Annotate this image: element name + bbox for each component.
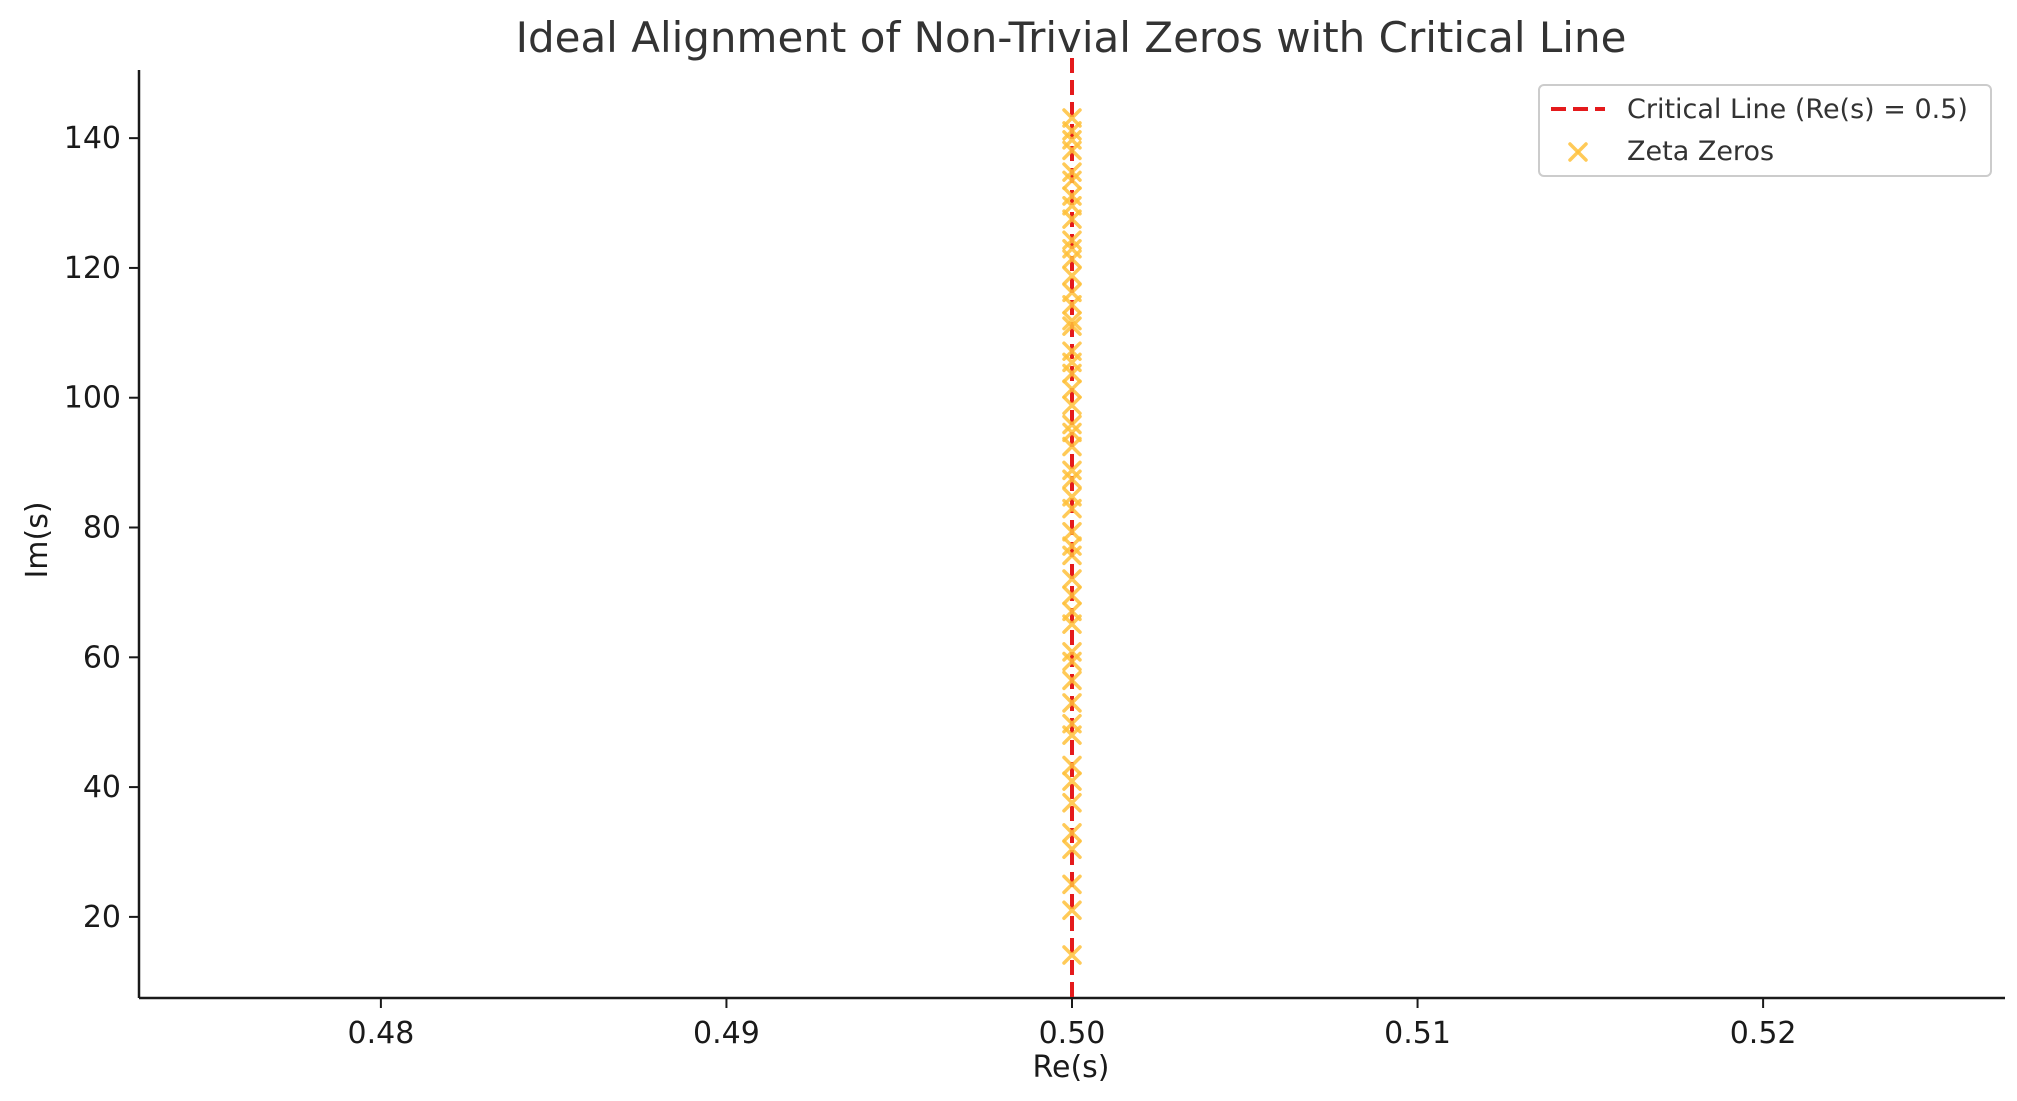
- x-tick-label: 0.50: [1039, 1016, 1106, 1051]
- zeta-zero-point: [1062, 436, 1082, 457]
- zeta-zero-point: [1062, 282, 1082, 303]
- x-tick-label: 0.49: [693, 1016, 760, 1051]
- x-axis-label: Re(s): [1033, 1050, 1110, 1085]
- zeta-zero-point: [1062, 341, 1082, 361]
- zeta-zero-point: [1062, 642, 1082, 662]
- zeta-zero-point: [1062, 585, 1082, 606]
- y-tick-label: 40: [83, 770, 121, 805]
- zeta-zero-point: [1062, 266, 1082, 286]
- legend-critical-line-label: Critical Line (Re(s) = 0.5): [1627, 94, 1968, 125]
- zeta-zero-point: [1062, 945, 1082, 965]
- zeta-zero-point: [1062, 792, 1082, 813]
- y-tick-label: 140: [64, 121, 121, 156]
- zeta-zero-point: [1062, 460, 1082, 481]
- zeta-zero-point: [1062, 310, 1082, 331]
- zeta-zero-point: [1062, 108, 1082, 128]
- zeta-zero-point: [1062, 414, 1082, 435]
- x-tick-label: 0.52: [1730, 1016, 1797, 1051]
- zeta-zero-point: [1062, 230, 1082, 251]
- zeta-zero-point: [1062, 755, 1082, 776]
- zeta-zero-point: [1062, 601, 1082, 622]
- zeta-zero-point: [1062, 569, 1082, 589]
- y-axis-label: Im(s): [20, 501, 55, 578]
- x-tick-label: 0.48: [347, 1016, 414, 1051]
- y-axis-ticks: 20 40 60 80 100 120 140: [64, 121, 139, 935]
- zeta-zero-point: [1062, 823, 1082, 843]
- y-tick-label: 20: [83, 900, 121, 935]
- legend-zeta-zeros-label: Zeta Zeros: [1627, 136, 1774, 167]
- zeta-zero-point: [1062, 874, 1082, 895]
- y-tick-label: 60: [83, 640, 121, 675]
- zeta-zeros-series: [1062, 108, 1082, 965]
- zeta-zero-point: [1062, 395, 1082, 416]
- zeta-zero-point: [1062, 379, 1082, 399]
- zeta-zero-point: [1062, 670, 1082, 691]
- zeta-zero-point: [1062, 422, 1082, 443]
- zeta-zero-point: [1062, 713, 1082, 734]
- zeta-zero-point: [1062, 900, 1082, 921]
- zeta-zero-point: [1062, 316, 1082, 336]
- chart-title: Ideal Alignment of Non-Trivial Zeros wit…: [516, 13, 1627, 62]
- x-axis-ticks: 0.48 0.49 0.50 0.51 0.52: [347, 998, 1797, 1051]
- zeta-zero-point: [1062, 536, 1082, 556]
- zeta-zero-point: [1062, 839, 1082, 860]
- zeta-zero-point: [1062, 209, 1082, 229]
- zeta-zero-point: [1062, 162, 1082, 182]
- zeta-zero-point: [1062, 771, 1082, 791]
- zeta-zero-point: [1062, 522, 1082, 542]
- zeta-zero-point: [1062, 186, 1082, 206]
- zeta-zero-point: [1062, 170, 1082, 191]
- legend-zeta-zeros-marker: [1568, 142, 1588, 162]
- zeta-zero-point: [1062, 693, 1082, 713]
- y-tick-label: 80: [83, 511, 121, 546]
- legend: Critical Line (Re(s) = 0.5) Zeta Zeros: [1538, 84, 1992, 177]
- y-tick-label: 100: [64, 381, 121, 416]
- y-tick-label: 120: [64, 251, 121, 286]
- zeta-zero-point: [1062, 487, 1082, 507]
- x-tick-label: 0.51: [1384, 1016, 1451, 1051]
- legend-box: [1538, 84, 1992, 177]
